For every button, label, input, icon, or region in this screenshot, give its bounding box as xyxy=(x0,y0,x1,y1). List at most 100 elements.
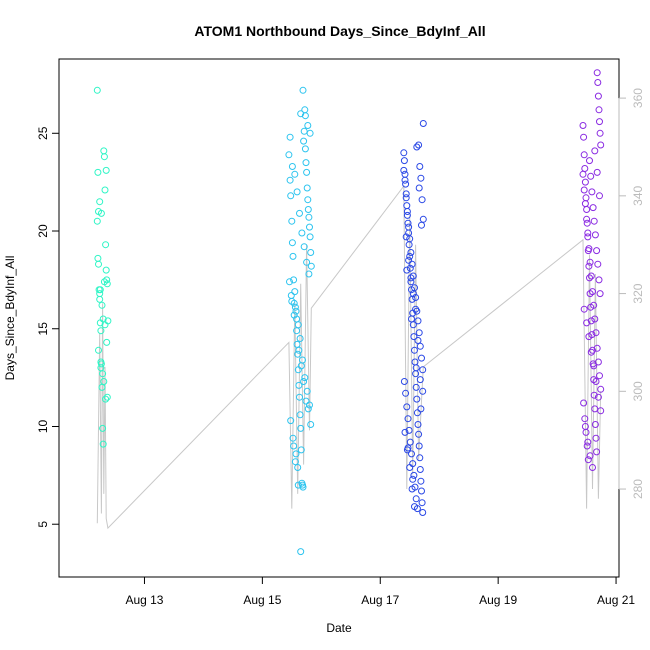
y2-tick-label: 340 xyxy=(631,185,645,205)
data-point xyxy=(297,362,305,370)
data-point xyxy=(406,252,414,260)
data-point xyxy=(580,305,588,313)
data-point xyxy=(415,329,423,337)
data-point xyxy=(594,358,602,366)
data-point xyxy=(402,190,410,198)
data-point xyxy=(584,233,592,241)
data-point xyxy=(408,315,415,323)
data-point xyxy=(580,399,588,407)
data-point xyxy=(291,288,299,296)
y-tick-label: 10 xyxy=(36,419,50,433)
data-point xyxy=(293,327,301,335)
data-point xyxy=(418,354,425,362)
data-point xyxy=(418,499,426,507)
data-point xyxy=(583,219,591,227)
data-point xyxy=(585,245,593,253)
data-point xyxy=(596,192,603,200)
x-tick-label: Aug 15 xyxy=(243,593,281,607)
data-point xyxy=(597,385,605,393)
data-point xyxy=(590,301,598,309)
data-point xyxy=(415,141,423,149)
data-point xyxy=(580,151,588,159)
data-point xyxy=(304,196,312,204)
data-point xyxy=(298,229,306,237)
data-point xyxy=(415,442,423,450)
data-point xyxy=(101,321,109,329)
data-point xyxy=(407,278,415,286)
data-point xyxy=(595,106,603,114)
data-point xyxy=(100,378,108,385)
data-point xyxy=(307,262,315,270)
data-point xyxy=(300,137,308,145)
data-point xyxy=(414,421,422,428)
data-point xyxy=(403,208,411,215)
data-point xyxy=(102,166,110,174)
data-point xyxy=(406,438,414,446)
data-point xyxy=(290,311,298,319)
data-point xyxy=(403,202,411,210)
data-point xyxy=(410,471,418,479)
data-point xyxy=(590,217,598,225)
data-point xyxy=(290,276,298,284)
y-tick-label: 5 xyxy=(36,521,50,528)
data-point xyxy=(305,213,313,221)
data-point xyxy=(419,215,427,223)
data-point xyxy=(587,172,595,180)
x-tick-label: Aug 17 xyxy=(361,593,399,607)
data-point xyxy=(592,434,600,442)
data-point xyxy=(306,223,313,231)
data-point xyxy=(579,122,587,129)
data-point xyxy=(96,198,104,206)
data-point xyxy=(586,157,593,165)
data-point xyxy=(401,428,409,436)
data-point xyxy=(411,346,418,354)
data-point xyxy=(306,233,314,241)
data-point xyxy=(414,337,422,344)
data-point xyxy=(102,395,110,403)
connecting-line xyxy=(96,184,602,530)
data-point xyxy=(413,409,421,417)
data-point xyxy=(102,266,110,274)
data-point xyxy=(400,166,408,174)
data-point xyxy=(94,168,102,176)
x-tick-label: Aug 13 xyxy=(125,593,163,607)
data-point xyxy=(412,305,420,313)
data-point xyxy=(582,194,590,202)
data-point xyxy=(416,466,424,473)
data-point xyxy=(287,417,295,425)
data-point xyxy=(287,292,295,299)
data-point xyxy=(288,217,296,225)
data-point xyxy=(297,424,305,432)
data-point xyxy=(98,301,106,309)
data-point xyxy=(291,303,299,311)
data-point xyxy=(589,288,596,296)
y-axis: 5 10 15 20 25 xyxy=(36,126,59,528)
data-point xyxy=(304,122,312,129)
data-point xyxy=(404,219,412,227)
data-point xyxy=(292,307,300,315)
data-point xyxy=(306,401,313,409)
data-point xyxy=(299,86,307,94)
data-point xyxy=(579,170,587,178)
data-point xyxy=(596,118,603,126)
y-axis-label: Days_Since_BdyInf_All xyxy=(3,256,17,381)
data-point xyxy=(304,405,312,413)
data-point xyxy=(406,235,414,243)
data-point xyxy=(100,147,108,155)
data-point xyxy=(593,69,601,77)
data-point xyxy=(289,434,297,442)
data-point xyxy=(407,249,415,256)
data-point xyxy=(583,442,591,450)
data-point xyxy=(405,223,413,231)
data-point xyxy=(289,252,297,260)
data-point xyxy=(406,264,414,272)
data-point xyxy=(403,266,411,274)
data-point xyxy=(402,194,410,202)
data-point xyxy=(593,247,601,255)
data-point xyxy=(416,376,424,384)
data-point xyxy=(415,430,423,438)
data-point xyxy=(400,157,408,165)
data-point xyxy=(586,452,594,460)
data-point xyxy=(404,444,412,452)
data-point xyxy=(583,215,591,223)
